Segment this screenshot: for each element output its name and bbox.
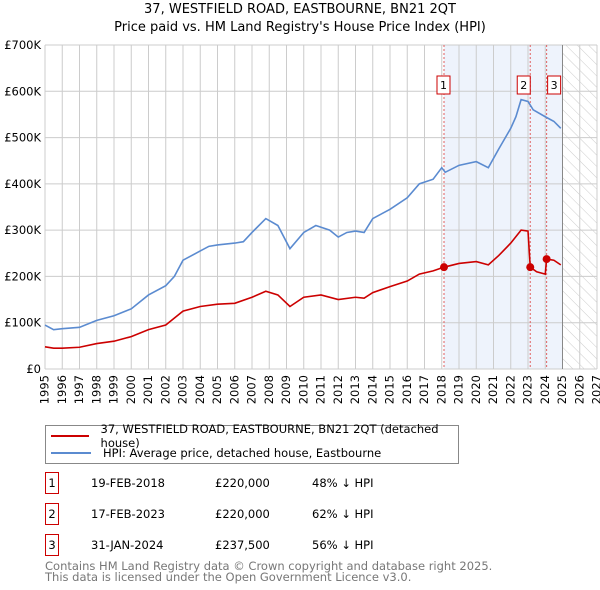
x-tick-label: 1999 — [107, 375, 121, 404]
sale-label-box — [547, 75, 562, 95]
x-tick-label: 1997 — [72, 375, 86, 404]
sale-label-box — [436, 75, 451, 95]
x-tick-label: 2014 — [365, 375, 379, 404]
sale-date: 31-JAN-2024 — [91, 538, 164, 552]
sale-point — [542, 255, 551, 264]
y-tick-label: £200K — [4, 269, 41, 283]
y-tick-label: £100K — [4, 316, 41, 330]
x-tick-label: 2000 — [124, 375, 138, 404]
x-tick-label: 2012 — [331, 375, 345, 404]
x-tick-label: 2018 — [434, 375, 448, 404]
x-tick-label: 2001 — [141, 375, 155, 404]
sale-label: 1 — [440, 79, 447, 92]
y-tick-label: £400K — [4, 177, 41, 191]
chart-subtitle: Price paid vs. HM Land Registry's House … — [114, 20, 486, 35]
x-tick-label: 2008 — [262, 375, 276, 404]
y-tick-label: £300K — [4, 223, 41, 237]
sale-label: 3 — [551, 79, 558, 92]
sale-hpi-diff: 48% ↓ HPI — [312, 476, 374, 490]
x-tick-label: 2017 — [417, 375, 431, 404]
x-tick-label: 2005 — [210, 375, 224, 404]
x-tick-label: 2027 — [590, 375, 600, 404]
sale-price: £220,000 — [215, 476, 270, 490]
x-tick-label: 1996 — [55, 375, 69, 404]
sale-number: 3 — [45, 534, 59, 556]
sale-row: 1 19-FEB-2018 £220,000 48% ↓ HPI — [45, 472, 465, 494]
sale-hpi-diff: 62% ↓ HPI — [312, 507, 374, 521]
footer-licence: This data is licensed under the Open Gov… — [45, 570, 412, 584]
x-tick-label: 2021 — [486, 375, 500, 404]
sale-price: £220,000 — [215, 507, 270, 521]
sale-date: 19-FEB-2018 — [91, 476, 165, 490]
x-tick-label: 1998 — [89, 375, 103, 404]
y-tick-label: £600K — [4, 84, 41, 98]
plot-area: 1995 1996 1997 1998 1999 2000 2001 2002 2003 2004… — [4, 38, 600, 404]
sale-number: 2 — [45, 503, 59, 525]
x-tick-label: 1995 — [38, 375, 52, 404]
legend-label: 37, WESTFIELD ROAD, EASTBOURNE, BN21 2QT… — [100, 422, 439, 450]
x-tick-label: 2006 — [227, 375, 241, 404]
x-tick-label: 2025 — [555, 375, 569, 404]
sale-label: 2 — [520, 79, 527, 92]
x-tick-label: 2024 — [538, 375, 552, 404]
x-tick-label: 2004 — [193, 375, 207, 404]
sale-label-box — [516, 75, 531, 95]
x-tick-label: 2011 — [314, 375, 328, 404]
x-tick-label: 2019 — [452, 375, 466, 404]
y-tick-label: £0 — [26, 362, 41, 376]
legend-item-hpi: HPI: Average price, detached house, East… — [51, 445, 381, 461]
legend-item-property: 37, WESTFIELD ROAD, EASTBOURNE, BN21 2QT… — [51, 422, 458, 450]
sale-row: 2 17-FEB-2023 £220,000 62% ↓ HPI — [45, 503, 465, 525]
footer-copyright: Contains HM Land Registry data © Crown c… — [45, 559, 493, 573]
sale-period-shade — [443, 45, 563, 369]
legend-swatch — [51, 452, 91, 454]
sale-number: 1 — [45, 472, 59, 494]
x-tick-label: 2013 — [348, 375, 362, 404]
x-tick-label: 2010 — [296, 375, 310, 404]
x-tick-label: 2016 — [400, 375, 414, 404]
x-tick-label: 2015 — [383, 375, 397, 404]
sale-date: 17-FEB-2023 — [91, 507, 165, 521]
property-price-line — [44, 229, 562, 349]
x-tick-label: 2023 — [521, 375, 535, 404]
x-tick-label: 2007 — [245, 375, 259, 404]
chart-title: 37, WESTFIELD ROAD, EASTBOURNE, BN21 2QT — [144, 2, 456, 17]
sale-hpi-diff: 56% ↓ HPI — [312, 538, 374, 552]
x-tick-label: 2022 — [503, 375, 517, 404]
sale-row: 3 31-JAN-2024 £237,500 56% ↓ HPI — [45, 534, 465, 556]
legend-swatch — [51, 435, 89, 437]
y-tick-label: £700K — [4, 38, 41, 52]
x-tick-label: 2003 — [176, 375, 190, 404]
x-tick-label: 2002 — [158, 375, 172, 404]
sale-price: £237,500 — [215, 538, 270, 552]
x-tick-label: 2026 — [572, 375, 586, 404]
sale-point — [526, 263, 535, 272]
y-tick-label: £500K — [4, 131, 41, 145]
sale-point — [439, 263, 448, 272]
x-tick-label: 2009 — [279, 375, 293, 404]
hpi-line — [44, 98, 562, 331]
legend: 37, WESTFIELD ROAD, EASTBOURNE, BN21 2QT… — [45, 422, 459, 464]
x-tick-label: 2020 — [469, 375, 483, 404]
legend-label: HPI: Average price, detached house, East… — [103, 446, 382, 460]
